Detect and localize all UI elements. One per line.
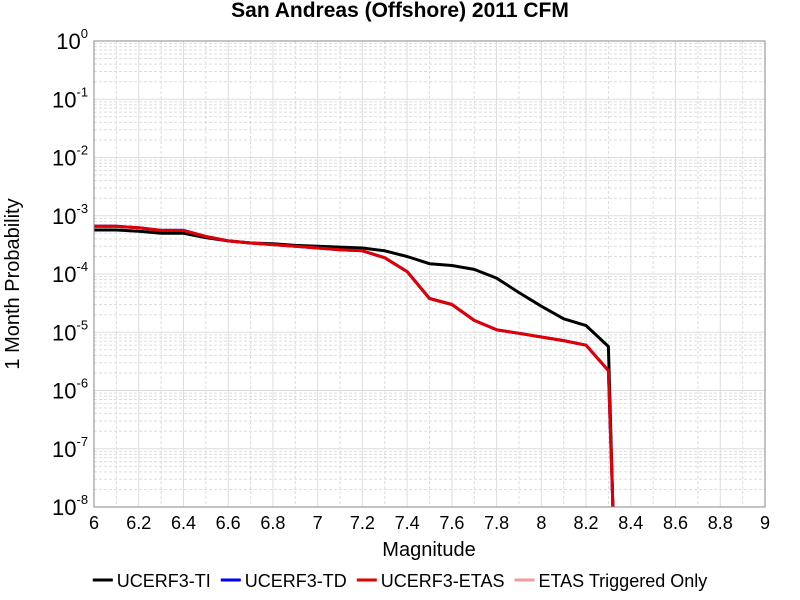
grid xyxy=(94,41,765,508)
x-tick-label: 6.4 xyxy=(171,513,196,533)
x-tick-label: 6.2 xyxy=(126,513,151,533)
series-line-ucerf3-ti xyxy=(94,228,615,508)
y-tick-label: 10-2 xyxy=(52,143,88,171)
y-tick-label: 10-6 xyxy=(52,376,88,404)
legend-item: ETAS Triggered Only xyxy=(514,571,708,591)
x-tick-label: 6.8 xyxy=(260,513,285,533)
chart-title: San Andreas (Offshore) 2011 CFM xyxy=(231,0,569,22)
x-tick-label: 7 xyxy=(313,513,323,533)
y-tick-label: 10-1 xyxy=(52,84,88,112)
legend-label: UCERF3-TI xyxy=(117,571,211,591)
x-tick-label: 8.4 xyxy=(618,513,643,533)
series-line-ucerf3-etas xyxy=(94,224,615,508)
x-tick-label: 6 xyxy=(89,513,99,533)
legend-item: UCERF3-TI xyxy=(92,571,211,591)
x-tick-label: 7.2 xyxy=(350,513,375,533)
y-axis-label: 1 Month Probability xyxy=(2,198,24,369)
legend-label: ETAS Triggered Only xyxy=(539,571,708,591)
y-tick-label: 10-8 xyxy=(52,492,88,520)
x-tick-labels: 6 6.2 6.4 6.6 6.8 7 7.2 7.4 7.6 7.8 8 8.2 8.4 8.6 8.8 9 xyxy=(89,513,770,533)
y-tick-label: 10-3 xyxy=(52,201,88,229)
legend: UCERF3-TI UCERF3-TD UCERF3-ETAS ETAS Trigge… xyxy=(92,571,708,591)
plot-frame xyxy=(93,40,766,508)
x-tick-label: 9 xyxy=(760,513,770,533)
y-tick-label: 100 xyxy=(56,26,88,54)
x-tick-label: 8.6 xyxy=(663,513,688,533)
x-tick-label: 6.6 xyxy=(216,513,241,533)
y-tick-label: 10-5 xyxy=(52,317,88,345)
x-tick-label: 8.2 xyxy=(574,513,599,533)
x-tick-label: 8.8 xyxy=(708,513,733,533)
x-tick-label: 8 xyxy=(536,513,546,533)
legend-label: UCERF3-ETAS xyxy=(381,571,505,591)
y-tick-label: 10-4 xyxy=(52,259,88,287)
legend-label: UCERF3-TD xyxy=(245,571,347,591)
legend-item: UCERF3-TD xyxy=(220,571,347,591)
x-tick-label: 7.6 xyxy=(439,513,464,533)
x-tick-label: 7.8 xyxy=(484,513,509,533)
legend-item: UCERF3-ETAS xyxy=(356,571,505,591)
x-tick-label: 7.4 xyxy=(395,513,420,533)
x-axis-label: Magnitude xyxy=(382,539,475,561)
y-tick-labels: 100 10-1 10-2 10-3 10-4 10-5 10-6 10-7 10-8 xyxy=(52,26,88,520)
series-group xyxy=(94,224,615,508)
y-tick-label: 10-7 xyxy=(52,434,88,462)
